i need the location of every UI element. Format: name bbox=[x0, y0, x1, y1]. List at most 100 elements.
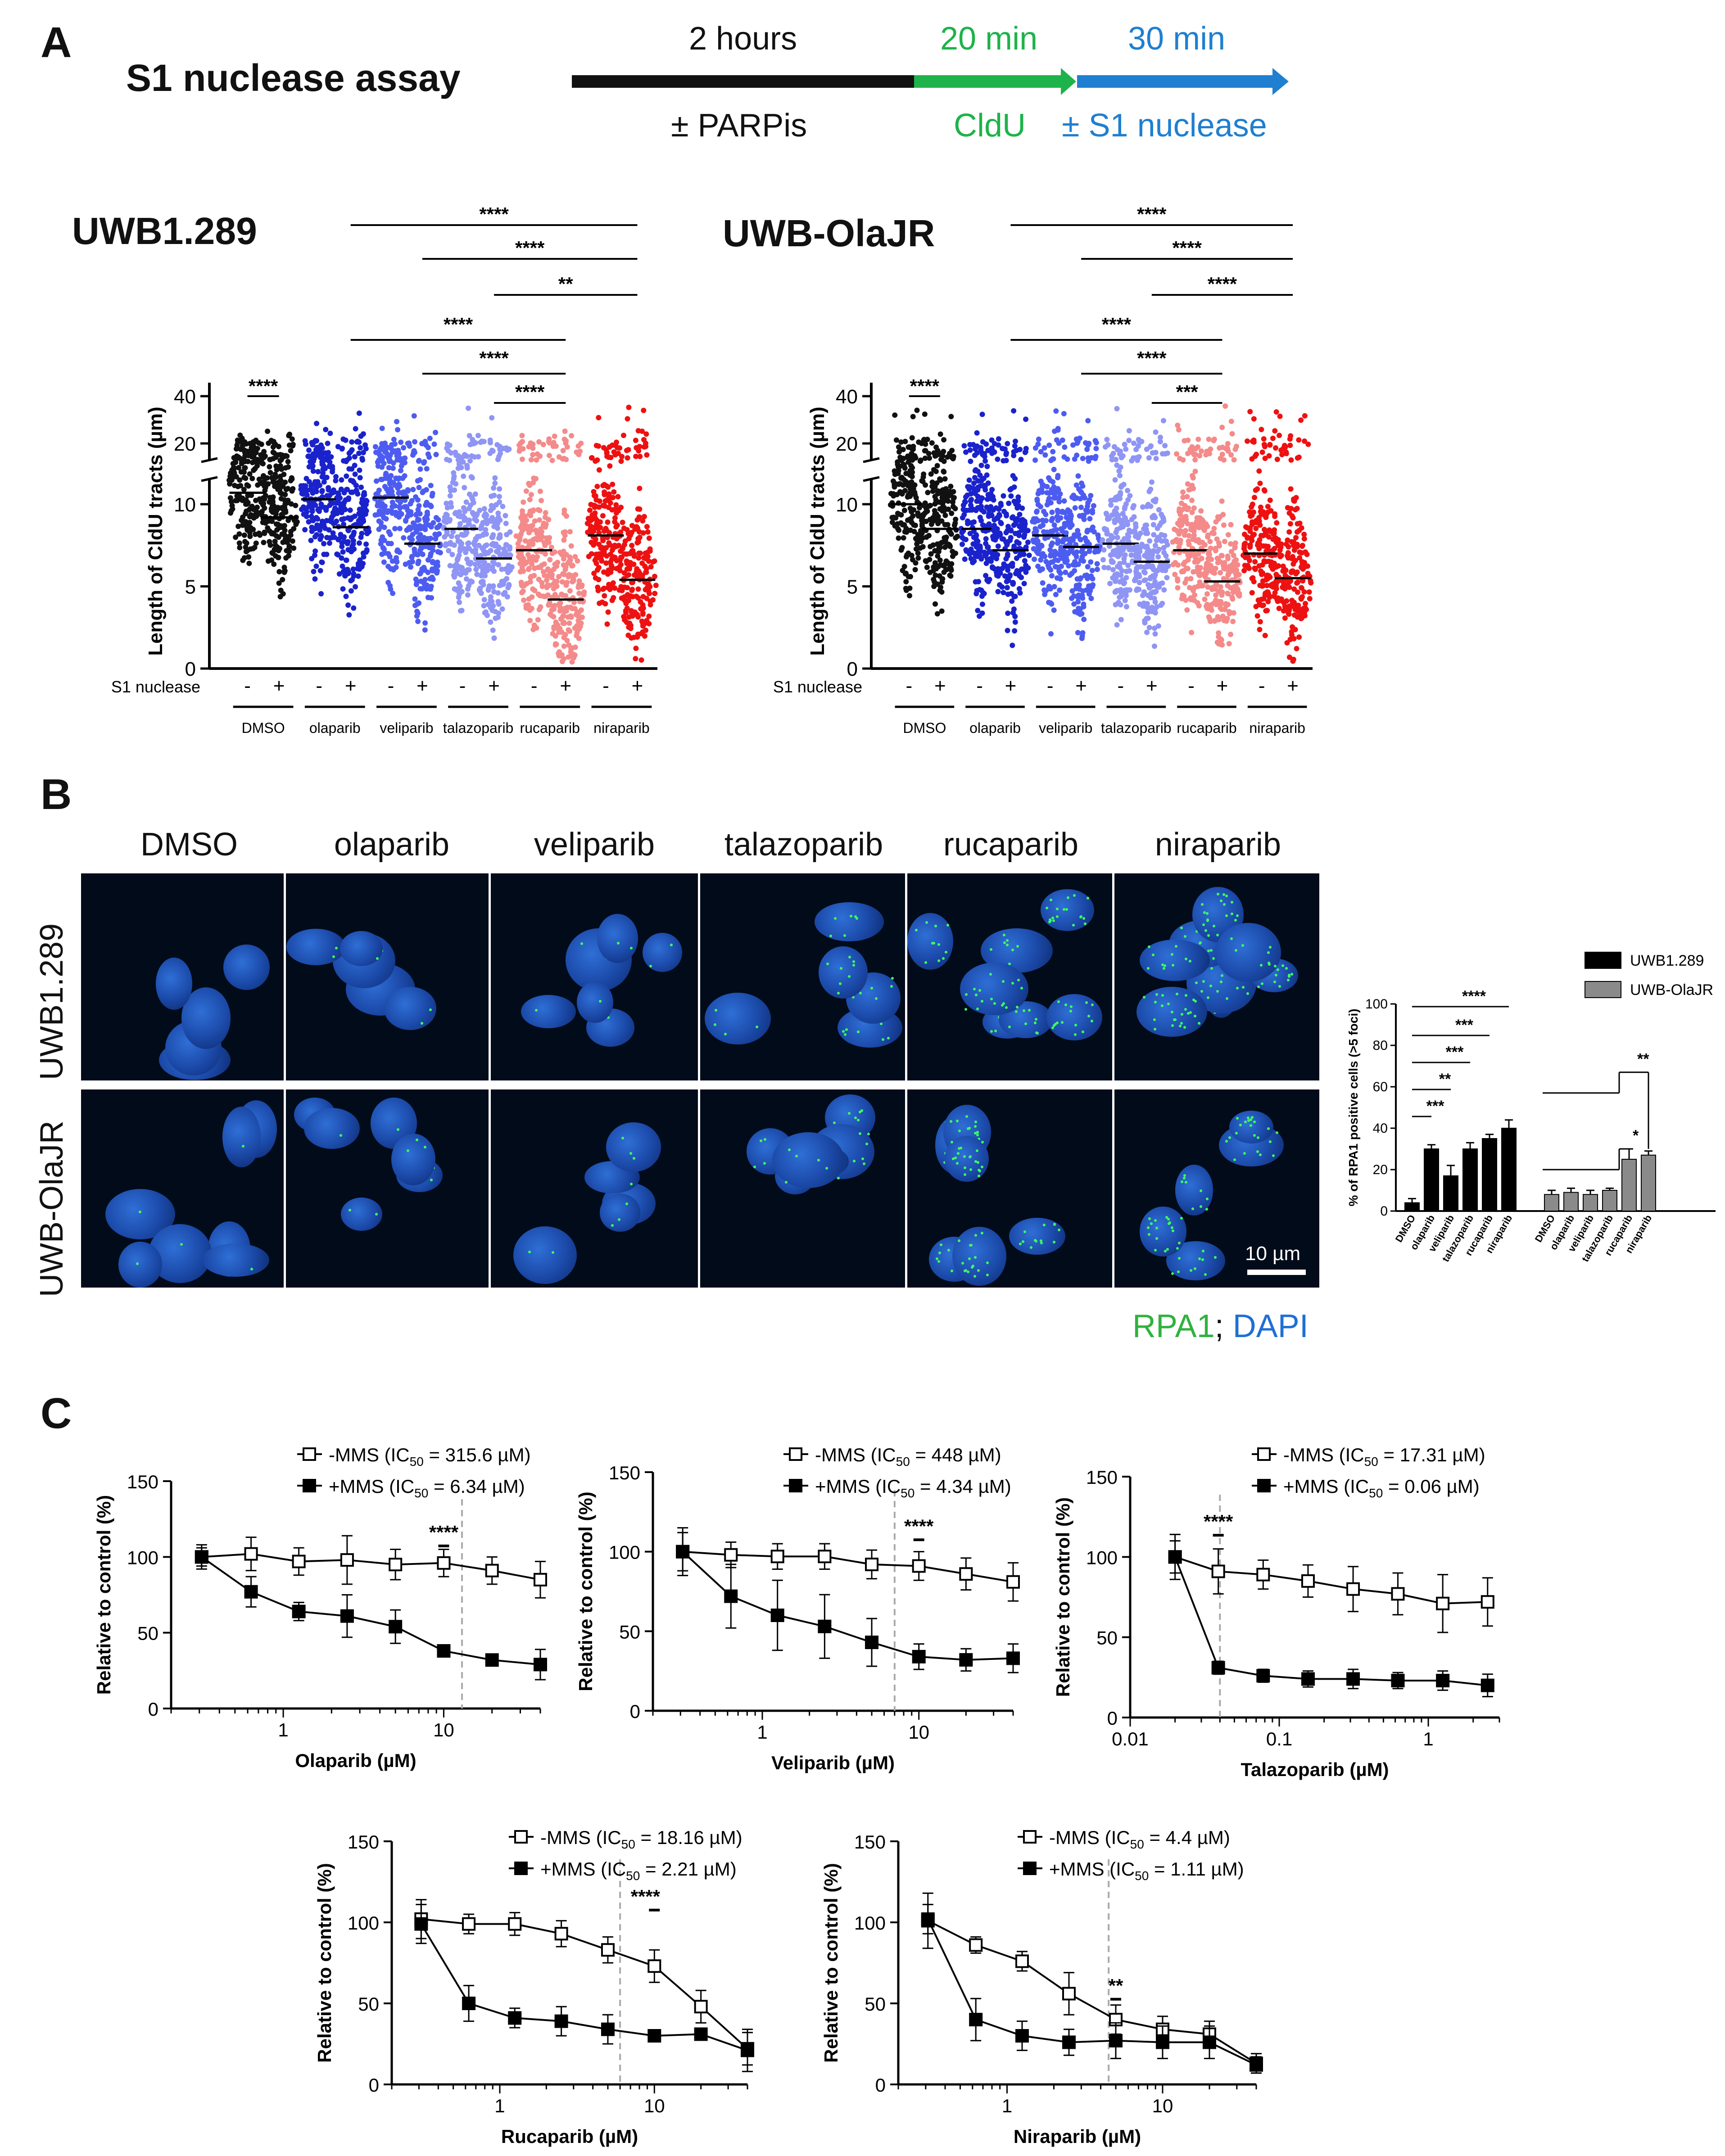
data-point bbox=[983, 573, 989, 579]
rpa1-focus bbox=[1049, 919, 1052, 922]
data-point bbox=[1211, 530, 1217, 536]
data-point bbox=[415, 552, 421, 558]
data-point bbox=[1127, 493, 1133, 499]
data-point bbox=[1063, 530, 1069, 536]
data-point bbox=[457, 509, 462, 515]
data-point bbox=[382, 503, 388, 509]
data-point bbox=[478, 526, 484, 532]
data-point bbox=[1066, 563, 1072, 569]
data-point bbox=[381, 538, 387, 543]
data-point bbox=[1012, 443, 1018, 449]
data-point bbox=[243, 549, 249, 555]
data-point bbox=[1217, 445, 1222, 451]
data-point bbox=[1219, 452, 1225, 457]
s1-sign-label: - bbox=[1259, 675, 1265, 697]
data-point bbox=[1228, 418, 1234, 424]
data-point bbox=[256, 476, 262, 482]
rpa1-focus bbox=[976, 1007, 979, 1010]
data-point bbox=[464, 453, 470, 459]
timeline-bar-blue bbox=[1077, 75, 1273, 88]
data-point bbox=[426, 454, 432, 460]
data-point bbox=[524, 581, 530, 587]
data-point bbox=[971, 480, 977, 486]
data-point bbox=[1122, 598, 1128, 604]
data-point bbox=[546, 438, 552, 444]
data-point bbox=[1209, 587, 1215, 592]
data-point bbox=[411, 524, 417, 530]
data-point bbox=[1155, 525, 1160, 531]
data-point bbox=[409, 554, 415, 560]
data-point bbox=[328, 454, 334, 460]
data-point bbox=[1160, 515, 1166, 520]
data-point bbox=[383, 475, 389, 481]
data-point bbox=[350, 541, 356, 547]
data-point bbox=[540, 442, 546, 447]
data-point bbox=[600, 538, 606, 543]
data-point bbox=[1065, 507, 1071, 513]
data-point bbox=[1125, 522, 1131, 528]
data-point bbox=[985, 492, 991, 497]
data-point bbox=[641, 514, 647, 520]
data-point bbox=[385, 551, 391, 557]
data-point bbox=[497, 532, 503, 538]
data-point bbox=[383, 443, 389, 449]
data-point bbox=[1000, 446, 1005, 452]
data-point bbox=[559, 659, 565, 664]
data-point bbox=[1249, 590, 1255, 596]
data-point bbox=[914, 407, 920, 413]
y-tick-label: 20 bbox=[174, 433, 196, 455]
data-point bbox=[633, 646, 639, 651]
data-point bbox=[356, 450, 362, 456]
data-point bbox=[1290, 656, 1296, 662]
plot-a2-title: UWB-OlaJR bbox=[723, 212, 935, 254]
data-point bbox=[1113, 457, 1119, 462]
data-point bbox=[517, 533, 523, 539]
data-point bbox=[1181, 561, 1186, 567]
data-point bbox=[970, 506, 976, 512]
data-point bbox=[924, 565, 930, 570]
data-point bbox=[1047, 547, 1053, 553]
data-point bbox=[520, 518, 525, 524]
data-point bbox=[1136, 454, 1142, 460]
data-point bbox=[530, 586, 536, 592]
data-point bbox=[376, 457, 382, 463]
data-point bbox=[1164, 575, 1170, 581]
data-point bbox=[933, 497, 939, 503]
data-point bbox=[339, 540, 345, 546]
rpa1-focus bbox=[1209, 984, 1213, 987]
data-point bbox=[562, 567, 568, 573]
data-point bbox=[1298, 615, 1304, 621]
data-point bbox=[996, 436, 1001, 442]
data-point bbox=[331, 520, 336, 526]
data-point bbox=[425, 595, 431, 601]
data-point bbox=[343, 437, 349, 443]
data-point bbox=[1150, 522, 1156, 528]
data-point bbox=[360, 450, 366, 456]
rpa1-focus bbox=[870, 986, 874, 990]
data-point bbox=[905, 453, 911, 459]
sig-stars: **** bbox=[1172, 237, 1202, 258]
data-point bbox=[444, 441, 450, 447]
data-point bbox=[535, 617, 541, 623]
s1-sign-label: - bbox=[459, 675, 466, 697]
data-point bbox=[253, 497, 259, 503]
data-point bbox=[321, 458, 326, 464]
data-point bbox=[504, 594, 510, 600]
data-point bbox=[640, 518, 646, 524]
data-point bbox=[1020, 522, 1026, 528]
data-point bbox=[1074, 452, 1080, 458]
data-point bbox=[974, 498, 980, 504]
data-point bbox=[1056, 499, 1062, 505]
rpa1-focus bbox=[1082, 1030, 1085, 1033]
data-point bbox=[270, 509, 276, 515]
data-point bbox=[546, 517, 552, 523]
data-point bbox=[563, 552, 569, 558]
data-point bbox=[1112, 477, 1118, 483]
data-point bbox=[889, 515, 895, 520]
data-point bbox=[551, 586, 557, 592]
data-point bbox=[1038, 557, 1044, 563]
rpa1-focus bbox=[1001, 1003, 1004, 1007]
data-point bbox=[495, 457, 501, 462]
data-point bbox=[996, 506, 1002, 512]
data-point bbox=[1257, 619, 1263, 625]
